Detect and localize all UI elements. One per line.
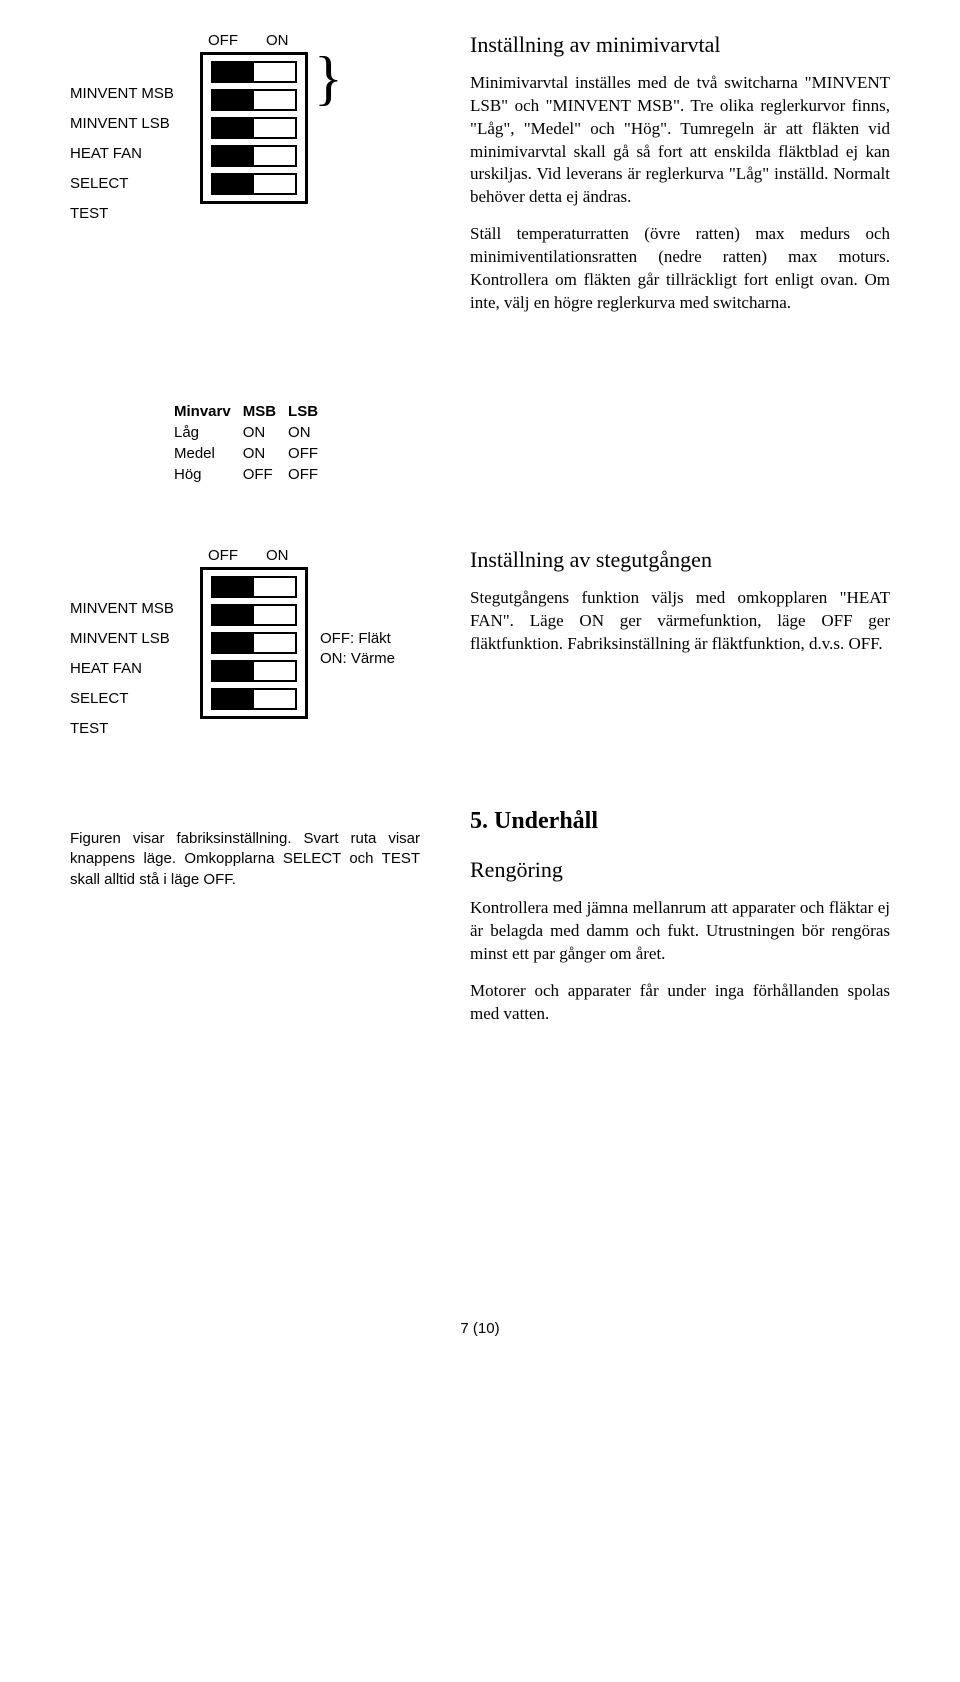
heat-off-note: OFF: Fläkt	[320, 629, 395, 649]
para: Minimivarvtal inställes med de två switc…	[470, 72, 890, 210]
table-row: Medel ON OFF	[174, 443, 330, 464]
switch-msb	[211, 61, 297, 83]
caption-col: Figuren visar fabriksinställning. Svart …	[70, 805, 420, 890]
heat-on-note: ON: Värme	[320, 649, 395, 669]
text-underhall: 5. Underhåll Rengöring Kontrollera med j…	[470, 805, 890, 1040]
section-bottom: Figuren visar fabriksinställning. Svart …	[70, 805, 890, 1040]
th-lsb: LSB	[288, 401, 330, 422]
off-label: OFF	[208, 30, 238, 51]
on-label: ON	[266, 545, 289, 566]
th-msb: MSB	[243, 401, 288, 422]
switch-heat	[211, 632, 297, 654]
figure-caption: Figuren visar fabriksinställning. Svart …	[70, 829, 420, 890]
switch-test	[211, 173, 297, 195]
th-minvarv: Minvarv	[174, 401, 243, 422]
subheading-rengoring: Rengöring	[470, 855, 890, 885]
page-number: 7 (10)	[70, 1320, 890, 1337]
para: Kontrollera med jämna mellanrum att appa…	[470, 897, 890, 966]
table-row: Låg ON ON	[174, 422, 330, 443]
para: Motorer och apparater får under inga för…	[470, 980, 890, 1026]
heading-stegutgang: Inställning av stegutgången	[470, 545, 890, 575]
switch-box-2	[200, 567, 308, 719]
heading-underhall: 5. Underhåll	[470, 805, 890, 837]
minvarv-table: Minvarv MSB LSB Låg ON ON Medel ON OFF	[174, 401, 420, 485]
heat-note: OFF: Fläkt ON: Värme	[320, 629, 395, 668]
para: Stegutgångens funktion väljs med omkoppl…	[470, 587, 890, 656]
switch-select	[211, 660, 297, 682]
diagram-1: OFF ON MINVENT MSB MINVENT LSB HEAT FAN …	[70, 30, 420, 485]
label-test: TEST	[70, 718, 420, 736]
text-stegutgang: Inställning av stegutgången Stegutgången…	[470, 545, 890, 670]
brace-icon: }	[314, 48, 343, 108]
switch-heat	[211, 117, 297, 139]
off-label: OFF	[208, 545, 238, 566]
para: Ställ temperaturratten (övre ratten) max…	[470, 223, 890, 315]
switch-box-1	[200, 52, 308, 204]
switch-lsb	[211, 604, 297, 626]
page: OFF ON MINVENT MSB MINVENT LSB HEAT FAN …	[70, 30, 890, 1337]
heading-minimivarvtal: Inställning av minimivarvtal	[470, 30, 890, 60]
switch-lsb	[211, 89, 297, 111]
off-on-header: OFF ON	[208, 545, 420, 566]
switch-test	[211, 688, 297, 710]
section-minimivarvtal: OFF ON MINVENT MSB MINVENT LSB HEAT FAN …	[70, 30, 890, 485]
switch-select	[211, 145, 297, 167]
text-minimivarvtal: Inställning av minimivarvtal Minimivarvt…	[470, 30, 890, 329]
label-test: TEST	[70, 203, 420, 221]
on-label: ON	[266, 30, 289, 51]
diagram-2: OFF ON MINVENT MSB MINVENT LSB HEAT FAN …	[70, 545, 420, 745]
table-row: Hög OFF OFF	[174, 464, 330, 485]
section-stegutgang: OFF ON MINVENT MSB MINVENT LSB HEAT FAN …	[70, 545, 890, 745]
switch-msb	[211, 576, 297, 598]
